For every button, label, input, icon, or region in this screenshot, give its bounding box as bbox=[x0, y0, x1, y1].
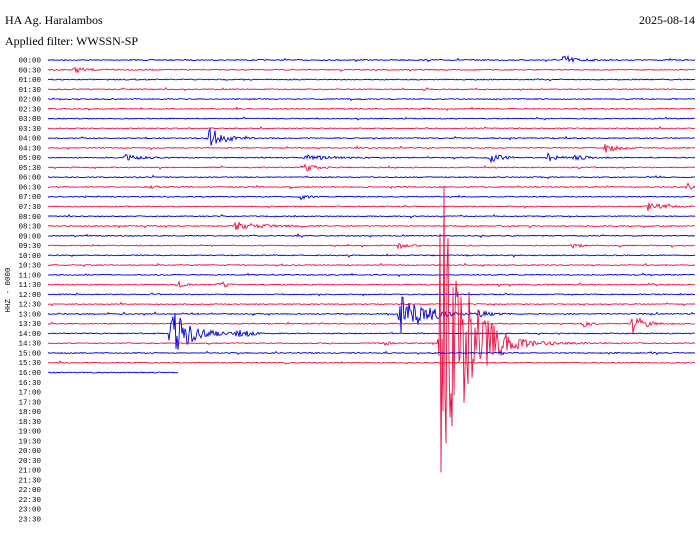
time-label: 23:00 bbox=[18, 507, 41, 515]
time-label: 22:00 bbox=[18, 487, 41, 495]
time-label: 15:00 bbox=[18, 350, 41, 358]
time-label: 09:30 bbox=[18, 243, 41, 251]
time-label: 21:30 bbox=[18, 477, 41, 485]
time-label: 03:30 bbox=[18, 126, 41, 134]
time-label: 07:30 bbox=[18, 204, 41, 212]
time-label: 12:00 bbox=[18, 292, 41, 300]
time-label: 17:00 bbox=[18, 390, 41, 398]
time-label: 08:30 bbox=[18, 224, 41, 232]
time-label: 14:00 bbox=[18, 331, 41, 339]
time-label: 08:00 bbox=[18, 214, 41, 222]
station-name: HA Ag. Haralambos bbox=[5, 13, 103, 27]
time-label: 06:30 bbox=[18, 184, 41, 192]
time-label: 00:00 bbox=[18, 58, 41, 66]
time-label: 05:30 bbox=[18, 165, 41, 173]
filter: Applied filter: WWSSN-SP bbox=[5, 34, 138, 48]
time-label: 09:00 bbox=[18, 233, 41, 241]
time-label: 01:30 bbox=[18, 87, 41, 95]
date: 2025-08-14 bbox=[639, 13, 695, 27]
time-label: 02:00 bbox=[18, 97, 41, 105]
time-label: 07:00 bbox=[18, 194, 41, 202]
time-label: 06:00 bbox=[18, 175, 41, 183]
time-label: 16:30 bbox=[18, 380, 41, 388]
time-label: 05:00 bbox=[18, 155, 41, 163]
time-label: 18:00 bbox=[18, 409, 41, 417]
time-label: 21:00 bbox=[18, 468, 41, 476]
time-label: 19:00 bbox=[18, 429, 41, 437]
time-label: 00:30 bbox=[18, 67, 41, 75]
time-label: 20:00 bbox=[18, 448, 41, 456]
time-label: 23:30 bbox=[18, 517, 41, 525]
time-label: 20:30 bbox=[18, 458, 41, 466]
time-label: 13:00 bbox=[18, 311, 41, 319]
time-label: 10:00 bbox=[18, 253, 41, 261]
time-label: 18:30 bbox=[18, 419, 41, 427]
time-label: 02:30 bbox=[18, 106, 41, 114]
time-label: 13:30 bbox=[18, 321, 41, 329]
time-label: 16:00 bbox=[18, 370, 41, 378]
time-label: 17:30 bbox=[18, 399, 41, 407]
helicorder: HA Ag. Haralambos 2025-08-14 Applied fil… bbox=[0, 0, 700, 533]
time-label: 14:30 bbox=[18, 341, 41, 349]
time-label: 10:30 bbox=[18, 263, 41, 271]
time-label: 11:00 bbox=[18, 272, 41, 280]
time-label: 11:30 bbox=[18, 282, 41, 290]
time-label: 15:30 bbox=[18, 360, 41, 368]
time-label: 19:30 bbox=[18, 438, 41, 446]
time-label: 04:00 bbox=[18, 136, 41, 144]
time-label: 01:00 bbox=[18, 77, 41, 85]
channel-label: HHZ - 0000 bbox=[5, 267, 13, 313]
time-label: 03:00 bbox=[18, 116, 41, 124]
time-label: 22:30 bbox=[18, 497, 41, 505]
time-label: 12:30 bbox=[18, 302, 41, 310]
time-label: 04:30 bbox=[18, 145, 41, 153]
